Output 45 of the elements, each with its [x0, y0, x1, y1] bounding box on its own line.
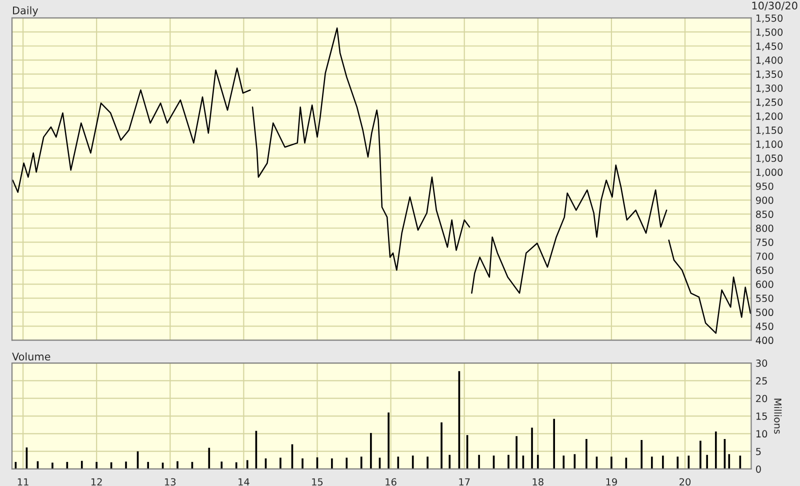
text: 10/30/20: [752, 2, 798, 10]
y-tick-label: 500: [756, 308, 774, 316]
y-tick-label: 30: [756, 360, 768, 367]
y-tick-label: 950: [756, 182, 774, 190]
y-tick-label: 1,200: [756, 112, 783, 121]
y-tick-label: 700: [756, 252, 774, 260]
y-tick-label: 5: [756, 448, 761, 456]
y-tick-label: 1,300: [756, 84, 783, 93]
y-tick-label: 1,350: [756, 70, 783, 79]
y-tick-label: 1,250: [756, 98, 783, 107]
y-tick-label: 550: [756, 294, 774, 302]
y-tick-label: 0: [756, 465, 761, 473]
x-tick-label: 13: [165, 478, 176, 486]
y-tick-label: 1,050: [756, 154, 783, 163]
x-tick-label: 19: [606, 478, 617, 486]
y-tick-label: 750: [756, 238, 774, 246]
y-tick-label: 450: [756, 322, 774, 330]
y-tick-label: 650: [756, 266, 774, 274]
y-tick-label: 10: [756, 430, 768, 438]
y-tick-label: 1,450: [756, 42, 783, 51]
x-tick-label: 18: [532, 478, 544, 486]
y-tick-label: 900: [756, 196, 774, 204]
x-tick-label: 14: [238, 478, 250, 486]
y-tick-label: 1,000: [756, 168, 783, 177]
y-tick-label: 400: [756, 336, 774, 344]
chart-title: Volume: [12, 352, 50, 360]
y-tick-label: 800: [756, 224, 774, 232]
y-tick-label: 1,100: [756, 140, 783, 149]
y-tick-label: 25: [756, 377, 767, 385]
y-tick-label: 15: [756, 412, 767, 420]
y-tick-label: 1,150: [756, 126, 783, 135]
x-tick-label: 12: [91, 478, 102, 486]
y-tick-label: 1,500: [756, 28, 783, 37]
x-tick-label: 17: [459, 478, 470, 486]
x-tick-label: 15: [312, 478, 323, 486]
chart-title: Daily: [13, 6, 38, 16]
y-tick-label: 600: [756, 280, 774, 288]
y-tick-label: 20: [756, 394, 768, 402]
y-tick-label: 1,400: [756, 56, 783, 65]
y-axis-title: Millions: [774, 398, 782, 434]
y-tick-label: 1,550: [756, 14, 783, 23]
y-tick-label: 850: [756, 210, 774, 218]
x-tick-label: 20: [680, 478, 691, 486]
x-tick-label: 16: [386, 478, 396, 486]
x-tick-label: 11: [18, 478, 28, 486]
